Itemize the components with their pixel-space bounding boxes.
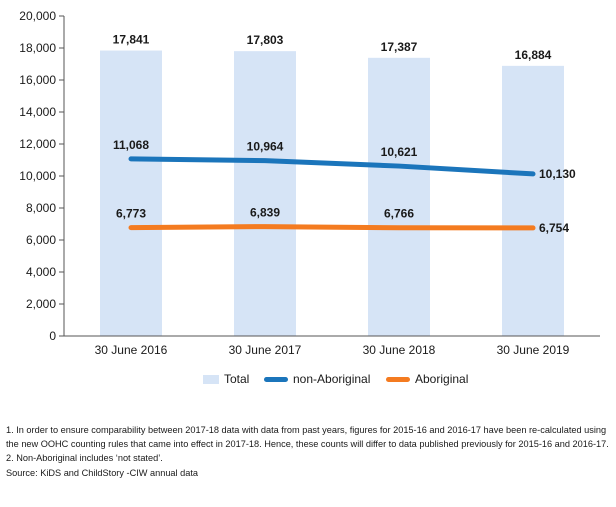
x-tick-label: 30 June 2019 <box>497 343 570 357</box>
data-label-aboriginal: 6,773 <box>116 207 146 221</box>
footnotes: 1. In order to ensure comparability betw… <box>6 424 610 480</box>
legend-item-total: Total <box>203 372 249 386</box>
bar-total <box>368 57 430 337</box>
chart: 0 2,000 4,000 6,000 8,000 10,000 12,000 14,000 1… <box>19 9 600 357</box>
line-aboriginal <box>128 224 536 231</box>
data-label-total: 16,884 <box>515 48 552 62</box>
y-tick-label: 4,000 <box>26 265 56 279</box>
y-tick-label: 16,000 <box>19 73 56 87</box>
source-note: Source: KiDS and ChildStory -CIW annual … <box>6 467 199 478</box>
data-label-aboriginal: 6,839 <box>250 206 280 220</box>
legend-swatch-non-aboriginal <box>264 376 288 382</box>
y-tick-label: 10,000 <box>19 169 56 183</box>
data-label-non-aboriginal: 10,130 <box>539 167 576 181</box>
footnote-1: 1. In order to ensure comparability betw… <box>6 425 609 449</box>
legend-label-non-aboriginal: non-Aboriginal <box>293 372 371 386</box>
y-tick-label: 14,000 <box>19 105 56 119</box>
data-label-total: 17,803 <box>247 33 284 47</box>
y-tick-label: 8,000 <box>26 201 56 215</box>
data-labels: 17,841 17,803 17,387 16,884 11,068 10,964 10,6… <box>113 33 576 235</box>
legend-item-non-aboriginal: non-Aboriginal <box>264 372 370 386</box>
legend: Total non-Aboriginal Aboriginal <box>0 372 616 392</box>
y-tick-label: 6,000 <box>26 233 56 247</box>
legend-label-total: Total <box>224 372 250 386</box>
data-label-non-aboriginal: 10,964 <box>247 140 284 154</box>
y-tick-label: 12,000 <box>19 137 56 151</box>
data-label-total: 17,841 <box>113 33 150 47</box>
x-tick-label: 30 June 2018 <box>363 343 436 357</box>
y-tick-label: 0 <box>49 329 56 343</box>
y-tick-label: 20,000 <box>19 9 56 23</box>
legend-swatch-aboriginal <box>386 376 410 382</box>
bar-total <box>100 50 162 336</box>
legend-swatch-total <box>203 374 219 384</box>
data-label-non-aboriginal: 10,621 <box>381 145 418 159</box>
y-axis: 0 2,000 4,000 6,000 8,000 10,000 12,000 14,000 1… <box>19 9 65 343</box>
line-series <box>128 156 536 231</box>
legend-label-aboriginal: Aboriginal <box>415 372 469 386</box>
x-tick-label: 30 June 2016 <box>95 343 168 357</box>
y-tick-label: 18,000 <box>19 41 56 55</box>
bar-series-total <box>100 50 564 337</box>
line-non-aboriginal <box>128 156 536 177</box>
data-label-aboriginal: 6,754 <box>539 221 569 235</box>
x-axis: 30 June 2016 30 June 2017 30 June 2018 30 J… <box>64 335 600 357</box>
data-label-non-aboriginal: 11,068 <box>113 138 149 152</box>
footnote-2: 2. Non-Aboriginal includes ‘not stated’. <box>6 453 163 464</box>
data-label-aboriginal: 6,766 <box>384 207 414 221</box>
bar-total <box>502 65 564 336</box>
x-tick-label: 30 June 2017 <box>229 343 302 357</box>
bar-total <box>234 51 296 336</box>
y-tick-label: 2,000 <box>26 297 56 311</box>
data-label-total: 17,387 <box>381 40 418 54</box>
legend-item-aboriginal: Aboriginal <box>386 372 468 386</box>
